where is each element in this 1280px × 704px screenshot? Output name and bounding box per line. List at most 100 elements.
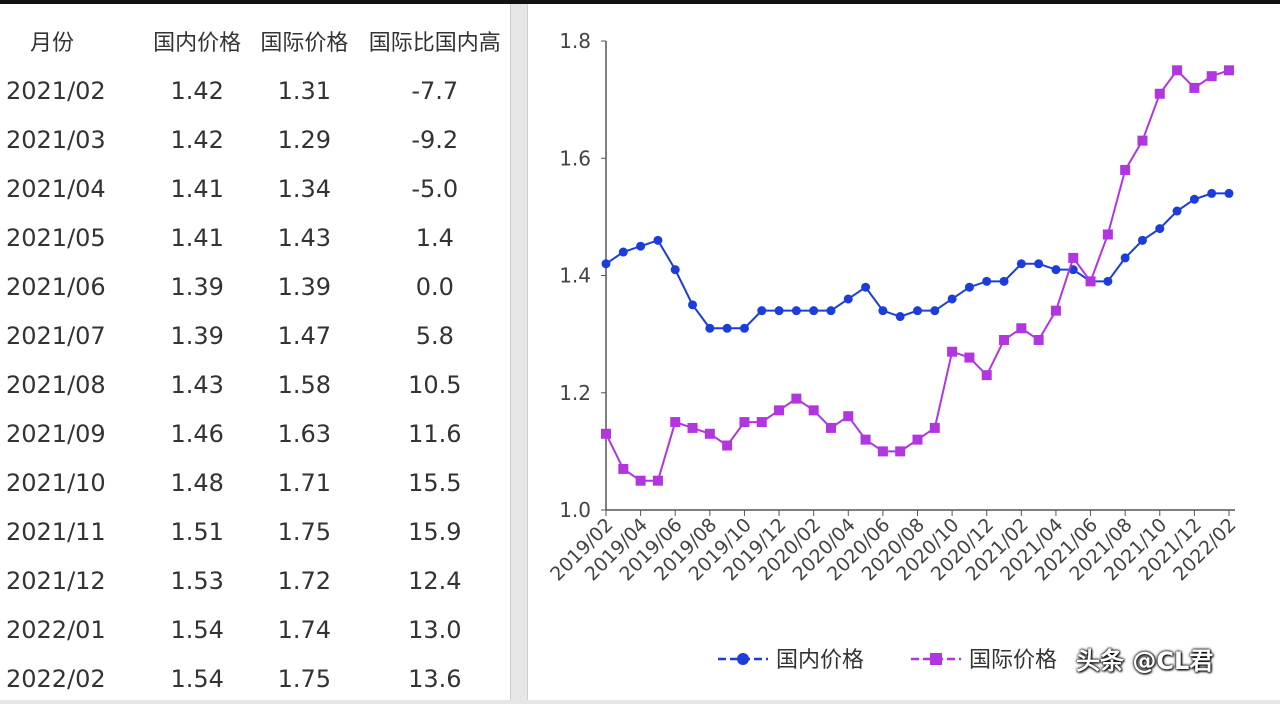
data-point-domestic bbox=[1137, 235, 1147, 245]
legend-marker-domestic bbox=[737, 653, 749, 665]
data-point-domestic bbox=[618, 247, 628, 257]
price-chart-panel: 1.0 1.2 1.4 1.6 1.8 2019/02 2019/04 2019/06 2019… bbox=[527, 4, 1280, 700]
month-cell: 2021/06 bbox=[6, 272, 106, 301]
data-point-domestic bbox=[982, 276, 992, 286]
y-tick-label: 1.2 bbox=[559, 381, 591, 405]
data-point-international bbox=[635, 475, 646, 486]
data-point-domestic bbox=[688, 300, 698, 310]
month-cell: 2021/07 bbox=[6, 321, 106, 350]
header-domestic-price: 国内价格 bbox=[153, 31, 242, 56]
month-cell: 2021/05 bbox=[6, 223, 106, 252]
data-point-international bbox=[1224, 65, 1234, 76]
data-point-international bbox=[1154, 88, 1165, 99]
watermark-text: 头条 @CL君 bbox=[1076, 647, 1214, 675]
data-point-international bbox=[722, 440, 733, 451]
data-point-domestic bbox=[722, 323, 732, 333]
data-point-international bbox=[1102, 229, 1113, 240]
international-price-cell: 1.31 bbox=[277, 76, 332, 105]
diff-pct-cell: 11.6 bbox=[408, 419, 462, 448]
month-cell: 2022/01 bbox=[6, 615, 106, 644]
international-price-cell: 1.47 bbox=[277, 321, 332, 350]
data-point-domestic bbox=[705, 323, 715, 333]
international-price-cell: 1.43 bbox=[277, 223, 332, 252]
table-row: 2022/01 1.54 1.74 13.0 bbox=[0, 605, 510, 654]
table-row: 2021/07 1.39 1.47 5.8 bbox=[0, 311, 510, 360]
international-price-cell: 1.71 bbox=[277, 468, 332, 497]
international-price-cell: 1.75 bbox=[277, 517, 332, 546]
y-tick-label: 1.8 bbox=[559, 29, 591, 53]
data-point-domestic bbox=[999, 276, 1009, 286]
data-point-international bbox=[687, 422, 698, 433]
data-point-domestic bbox=[653, 235, 663, 245]
data-point-domestic bbox=[1224, 188, 1234, 198]
data-point-international bbox=[964, 352, 975, 363]
domestic-price-cell: 1.54 bbox=[170, 615, 224, 644]
series-line-2 bbox=[605, 68, 1230, 482]
domestic-price-cell: 1.51 bbox=[170, 517, 224, 546]
diff-pct-cell: 0.0 bbox=[415, 272, 454, 301]
domestic-price-cell: 1.43 bbox=[170, 370, 224, 399]
y-tick-label: 1.0 bbox=[559, 498, 591, 522]
data-point-international bbox=[1206, 71, 1217, 82]
international-price-cell: 1.58 bbox=[277, 370, 332, 399]
data-point-international bbox=[999, 334, 1010, 345]
data-point-international bbox=[929, 422, 940, 433]
data-point-international bbox=[601, 428, 611, 439]
domestic-price-cell: 1.42 bbox=[170, 76, 224, 105]
data-point-international bbox=[791, 393, 802, 404]
data-point-international bbox=[1016, 323, 1027, 334]
data-point-international bbox=[1085, 276, 1096, 287]
legend-label-1: 国内价格 bbox=[776, 648, 864, 673]
table-row: 2021/06 1.39 1.39 0.0 bbox=[0, 262, 510, 311]
data-point-domestic bbox=[739, 323, 749, 333]
data-point-international bbox=[670, 417, 681, 428]
domestic-price-cell: 1.53 bbox=[170, 566, 224, 595]
y-tick-label: 1.6 bbox=[559, 146, 591, 170]
table-row: 2021/03 1.42 1.29 -9.2 bbox=[0, 115, 510, 164]
table-row: 2022/02 1.54 1.75 13.6 bbox=[0, 654, 510, 703]
diff-pct-cell: -9.2 bbox=[411, 125, 459, 154]
data-point-international bbox=[756, 417, 767, 428]
data-point-domestic bbox=[1103, 276, 1113, 286]
month-cell: 2021/08 bbox=[6, 370, 106, 399]
line-chart: 1.01.21.41.61.82019/022019/042019/062019… bbox=[546, 29, 1240, 673]
data-point-international bbox=[618, 463, 629, 474]
diff-pct-cell: 12.4 bbox=[408, 566, 462, 595]
table-header-row: 月份 国内价格 国际价格 国际比国内高 bbox=[0, 16, 510, 66]
data-point-domestic bbox=[913, 306, 922, 316]
domestic-price-cell: 1.41 bbox=[170, 223, 224, 252]
domestic-price-cell: 1.39 bbox=[170, 272, 224, 301]
data-point-domestic bbox=[1172, 206, 1182, 216]
domestic-price-cell: 1.48 bbox=[170, 468, 224, 497]
table-row: 2021/09 1.46 1.63 11.6 bbox=[0, 409, 510, 458]
data-point-domestic bbox=[826, 306, 836, 316]
data-point-international bbox=[1189, 82, 1200, 93]
data-point-international bbox=[825, 422, 836, 433]
table-row: 2021/12 1.53 1.72 12.4 bbox=[0, 556, 510, 605]
data-point-international bbox=[808, 405, 819, 416]
data-point-domestic bbox=[1034, 259, 1044, 269]
data-point-domestic bbox=[1120, 253, 1130, 263]
domestic-price-cell: 1.46 bbox=[170, 419, 224, 448]
data-point-international bbox=[739, 417, 750, 428]
data-point-international bbox=[895, 446, 906, 457]
data-point-international bbox=[912, 434, 923, 445]
data-point-international bbox=[843, 411, 854, 422]
diff-pct-cell: 13.6 bbox=[408, 664, 462, 693]
domestic-price-cell: 1.39 bbox=[170, 321, 224, 350]
diff-pct-cell: 15.9 bbox=[408, 517, 462, 546]
data-point-international bbox=[1068, 252, 1079, 263]
data-point-domestic bbox=[861, 282, 871, 292]
data-point-domestic bbox=[930, 306, 940, 316]
data-point-domestic bbox=[774, 306, 784, 316]
data-point-domestic bbox=[809, 306, 819, 316]
price-table: 月份 国内价格 国际价格 国际比国内高 2021/02 1.42 1.31 -7.7 2… bbox=[0, 16, 510, 703]
table-body: 2021/02 1.42 1.31 -7.7 2021/03 1.42 1.29 -9.2 20… bbox=[0, 66, 510, 703]
month-cell: 2021/12 bbox=[6, 566, 106, 595]
price-table-panel: 月份 国内价格 国际价格 国际比国内高 2021/02 1.42 1.31 -7.7 2… bbox=[0, 4, 511, 700]
header-international-price: 国际价格 bbox=[260, 31, 349, 56]
data-point-international bbox=[981, 370, 992, 381]
domestic-price-cell: 1.42 bbox=[170, 125, 224, 154]
diff-pct-cell: 10.5 bbox=[408, 370, 462, 399]
month-cell: 2021/02 bbox=[6, 76, 106, 105]
